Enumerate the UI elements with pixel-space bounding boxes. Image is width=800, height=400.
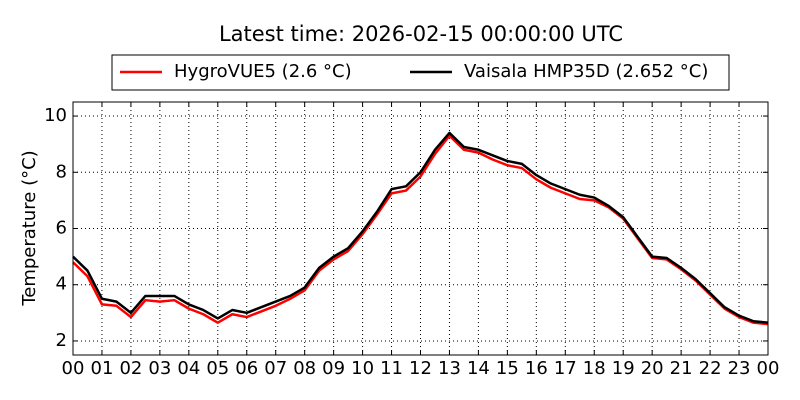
- x-tick-label: 06: [235, 358, 258, 379]
- series-line: [72, 131, 769, 324]
- y-tick-label: 8: [56, 161, 67, 182]
- y-tick-label: 10: [44, 105, 67, 126]
- x-tick-label: 20: [641, 358, 664, 379]
- x-tick-label: 21: [670, 358, 693, 379]
- x-tick-label: 15: [496, 358, 519, 379]
- legend-label: HygroVUE5 (2.6 °C): [174, 61, 352, 82]
- x-tick-label: 17: [554, 358, 577, 379]
- x-tick-label: 00: [757, 358, 780, 379]
- y-tick-label: 2: [56, 330, 67, 351]
- x-tick-label: 11: [380, 358, 403, 379]
- x-tick-label: 22: [699, 358, 722, 379]
- y-axis-label: Temperature (°C): [19, 150, 40, 306]
- x-tick-label: 09: [322, 358, 345, 379]
- x-tick-label: 13: [438, 358, 461, 379]
- x-tick-label: 07: [264, 358, 287, 379]
- chart-title: Latest time: 2026-02-15 00:00:00 UTC: [219, 22, 623, 46]
- legend-label: Vaisala HMP35D (2.652 °C): [464, 61, 708, 82]
- y-tick-label: 4: [56, 274, 67, 295]
- x-tick-label: 10: [351, 358, 374, 379]
- x-tick-label: 19: [612, 358, 635, 379]
- x-tick-label: 01: [91, 358, 114, 379]
- y-tick-label: 6: [56, 218, 67, 239]
- x-tick-label: 00: [62, 358, 85, 379]
- x-tick-label: 04: [177, 358, 200, 379]
- x-tick-label: 23: [728, 358, 751, 379]
- series-line: [72, 134, 769, 326]
- x-tick-label: 05: [206, 358, 229, 379]
- x-tick-label: 02: [119, 358, 142, 379]
- x-tick-label: 16: [525, 358, 548, 379]
- x-tick-label: 12: [409, 358, 432, 379]
- x-tick-label: 03: [148, 358, 171, 379]
- x-tick-label: 08: [293, 358, 316, 379]
- x-tick-label: 18: [583, 358, 606, 379]
- x-tick-label: 14: [467, 358, 490, 379]
- plot-frame: [72, 101, 769, 356]
